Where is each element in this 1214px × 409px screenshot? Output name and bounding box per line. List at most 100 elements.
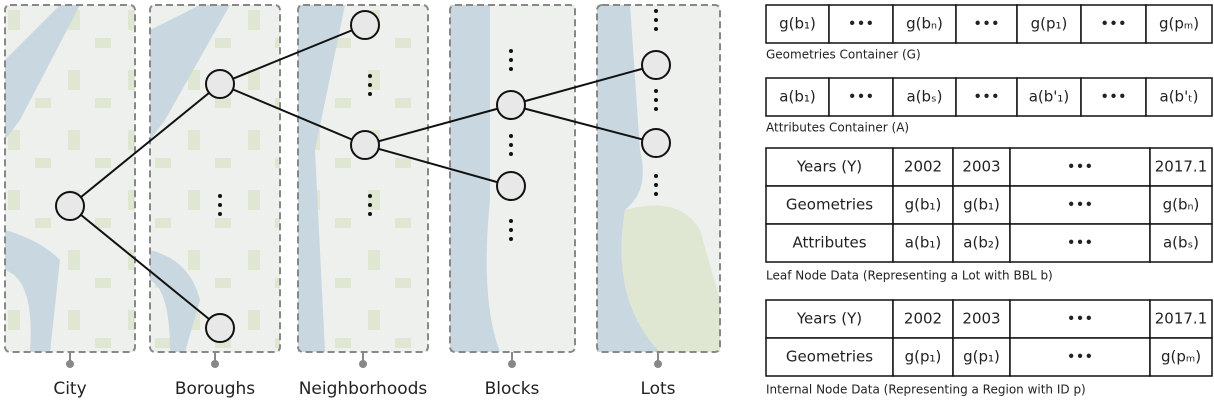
cell-border <box>765 337 894 377</box>
level-label: City <box>53 379 86 399</box>
edge <box>364 104 512 146</box>
cell-text: ••• <box>848 88 875 106</box>
cell-text: a(bₛ) <box>906 88 942 106</box>
ellipsis-dot <box>509 143 513 147</box>
ellipsis-dot <box>509 58 513 62</box>
ellipsis-dot <box>654 192 658 196</box>
cell-text: g(b₁) <box>905 196 942 214</box>
cell-text: a(bₛ) <box>1163 234 1199 252</box>
cell-text: ••• <box>973 88 1000 106</box>
cell-text: Geometries <box>786 348 873 366</box>
cell-border <box>1145 4 1213 44</box>
cell-text: g(b₁) <box>779 15 816 33</box>
stem-dot <box>508 360 516 368</box>
water <box>5 5 80 352</box>
cell-border <box>952 299 1011 339</box>
edge <box>69 83 221 207</box>
cell-border <box>1145 77 1213 117</box>
cell-text: a(b'₁) <box>1029 88 1070 106</box>
ellipsis-dot <box>509 237 513 241</box>
tree-node <box>350 130 380 160</box>
data-structures: g(b₁) ••• g(bₙ) ••• g(p₁) ••• g(pₘ) Geometries … <box>765 4 1213 397</box>
cell-border <box>765 223 894 263</box>
level-label: Neighborhoods <box>299 379 428 399</box>
cell-border <box>1149 185 1213 225</box>
tree-node <box>350 10 380 40</box>
caption: Geometries Container (G) <box>766 48 921 62</box>
ellipsis-dot <box>218 212 222 216</box>
ellipsis-dot <box>218 203 222 207</box>
cell-text: g(p₁) <box>963 348 1000 366</box>
cell-border <box>1009 223 1151 263</box>
cell-text: g(p₁) <box>1031 15 1068 33</box>
cell-text: 2002 <box>904 158 942 176</box>
ellipsis-dot <box>368 92 372 96</box>
edge <box>510 104 657 144</box>
ellipsis-dot <box>509 134 513 138</box>
ellipsis-dot <box>654 98 658 102</box>
tree-node <box>496 171 526 201</box>
cell-text: ••• <box>1067 310 1094 328</box>
water <box>150 5 230 352</box>
ellipsis-dot <box>654 18 658 22</box>
cell-text: ••• <box>848 15 875 33</box>
cell-border <box>892 77 957 117</box>
ellipsis-dot <box>368 212 372 216</box>
ellipsis-dot <box>509 219 513 223</box>
cell-text: g(bₙ) <box>1163 196 1200 214</box>
edge <box>219 24 366 85</box>
cell-border <box>955 77 1018 117</box>
cell-border <box>1149 299 1213 339</box>
tree: City Boroughs Neighborhoods Blocks Lots <box>53 9 676 399</box>
caption: Internal Node Data (Representing a Regio… <box>766 383 1086 397</box>
stem-dot <box>359 360 367 368</box>
cell-text: ••• <box>1100 15 1127 33</box>
cell-text: Attributes <box>792 234 866 252</box>
cell-text: ••• <box>1067 234 1094 252</box>
ellipsis-dot <box>509 228 513 232</box>
stem-dot <box>211 360 219 368</box>
tree-node <box>641 50 671 80</box>
cell-border <box>892 299 954 339</box>
ellipsis-dot <box>368 194 372 198</box>
cell-text: g(pₘ) <box>1159 15 1199 33</box>
tree-node <box>641 128 671 158</box>
cell-text: Years (Y) <box>796 310 862 328</box>
cell-text: 2017.1 <box>1155 158 1208 176</box>
ellipsis-dot <box>654 89 658 93</box>
level-label: Boroughs <box>175 379 255 399</box>
ellipsis-dot <box>218 194 222 198</box>
ellipsis-dot <box>368 83 372 87</box>
panel-border <box>449 4 576 353</box>
cell-text: ••• <box>1100 88 1127 106</box>
cell-border <box>955 4 1018 44</box>
caption: Attributes Container (A) <box>766 121 909 135</box>
cell-border <box>765 299 894 339</box>
cell-text: ••• <box>1067 348 1094 366</box>
ellipsis-dot <box>368 203 372 207</box>
cell-text: ••• <box>1067 196 1094 214</box>
ellipsis-dot <box>509 49 513 53</box>
cell-text: g(p₁) <box>905 348 942 366</box>
cell-border <box>828 4 894 44</box>
cell-border <box>765 147 894 187</box>
map-panels <box>4 4 721 353</box>
cell-border <box>1080 4 1147 44</box>
cell-border <box>892 4 957 44</box>
cell-border <box>1009 337 1151 377</box>
cell-text: a(b'ₜ) <box>1160 88 1199 106</box>
tree-node <box>205 69 235 99</box>
cell-text: a(b₁) <box>779 88 815 106</box>
edge <box>510 64 657 106</box>
cell-border <box>892 223 954 263</box>
tree-node <box>496 90 526 120</box>
cell-border <box>952 337 1011 377</box>
cell-text: 2002 <box>904 310 942 328</box>
cell-text: a(b₁) <box>905 234 941 252</box>
stem-dot <box>654 360 662 368</box>
caption: Leaf Node Data (Representing a Lot with … <box>766 269 1053 283</box>
ellipsis-dot <box>654 174 658 178</box>
cell-text: ••• <box>973 15 1000 33</box>
cell-border <box>765 4 830 44</box>
